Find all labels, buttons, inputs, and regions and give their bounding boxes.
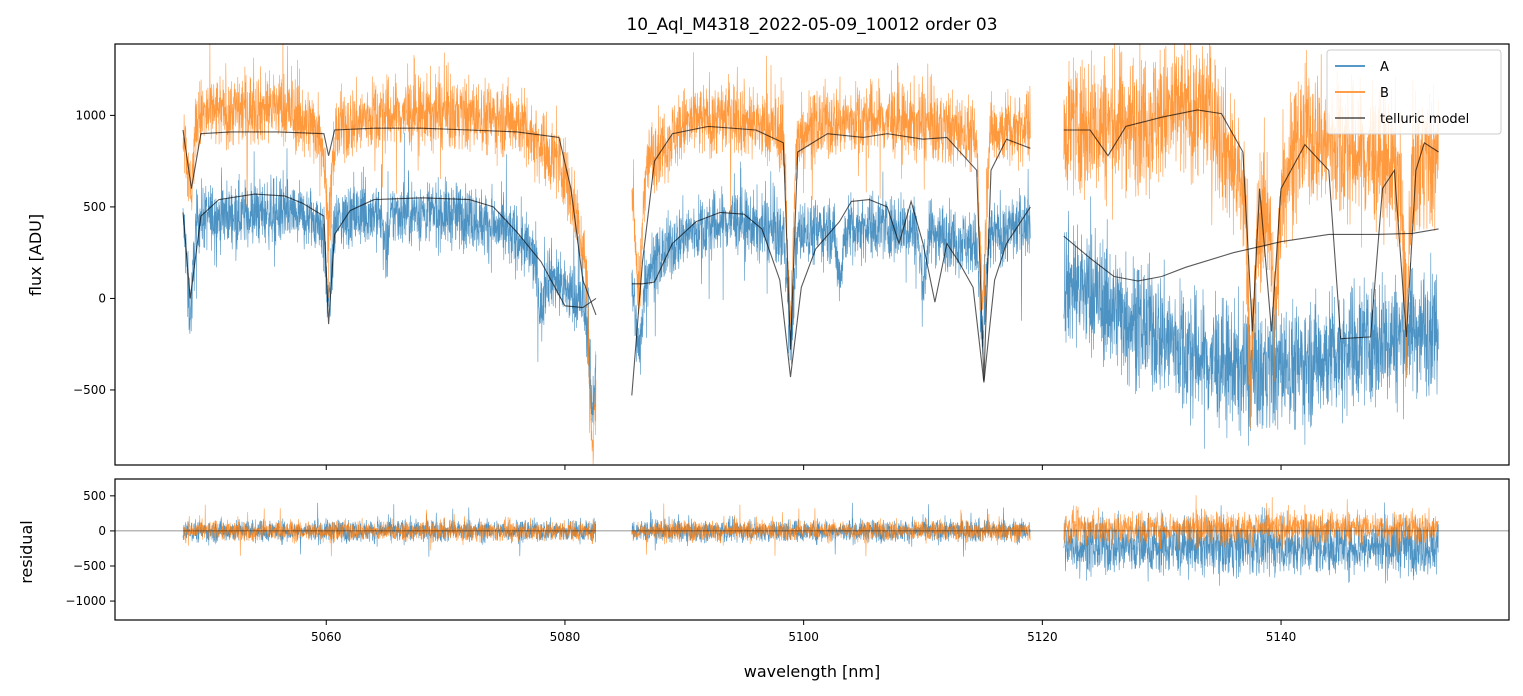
x-axis-label: wavelength [nm] bbox=[744, 662, 881, 681]
residual-y-tick-label: −1000 bbox=[65, 594, 106, 608]
legend-box bbox=[1326, 49, 1502, 135]
residual-y-axis: −1000 −500 0 500 bbox=[65, 489, 115, 608]
x-tick-label: 5140 bbox=[1266, 630, 1297, 644]
main-plot-area bbox=[182, 44, 1439, 465]
telluric-model-line bbox=[1063, 228, 1439, 282]
x-axis: 5060 5080 5100 5120 5140 bbox=[311, 465, 1296, 644]
main-y-axis-label: flux [ADU] bbox=[26, 214, 45, 296]
legend-label-telluric: telluric model bbox=[1380, 112, 1469, 127]
series-a-line bbox=[182, 132, 597, 425]
series-b-line bbox=[1063, 44, 1439, 430]
main-y-tick-label: 1000 bbox=[75, 108, 106, 122]
telluric-model-line bbox=[182, 127, 597, 316]
residual-y-tick-label: −500 bbox=[73, 559, 106, 573]
residual-y-tick-label: 0 bbox=[98, 524, 106, 538]
main-y-tick-label: 500 bbox=[83, 200, 106, 214]
residual-axes-frame bbox=[114, 478, 1510, 621]
main-y-tick-label: −500 bbox=[73, 383, 106, 397]
chart-title: 10_Aql_M4318_2022-05-09_10012 order 03 bbox=[626, 15, 997, 35]
telluric-model-line bbox=[182, 193, 597, 325]
series-b-line bbox=[182, 44, 597, 465]
residual-y-axis-label: residual bbox=[17, 520, 36, 583]
residual-b-line bbox=[1063, 495, 1439, 561]
series-a-line bbox=[1063, 196, 1439, 449]
legend-label-b: B bbox=[1380, 86, 1389, 101]
main-y-tick-label: 0 bbox=[98, 291, 106, 305]
telluric-model-line bbox=[631, 199, 1031, 383]
x-tick-label: 5100 bbox=[788, 630, 819, 644]
main-y-axis: −500 0 500 1000 bbox=[73, 108, 115, 397]
series-b-line bbox=[631, 52, 1031, 333]
residual-y-tick-label: 500 bbox=[83, 489, 106, 503]
x-tick-label: 5080 bbox=[550, 630, 581, 644]
series-a-line bbox=[631, 161, 1031, 375]
x-tick-label: 5120 bbox=[1027, 630, 1058, 644]
residual-b-line bbox=[182, 504, 596, 557]
residual-plot-area bbox=[115, 495, 1509, 586]
telluric-model-line bbox=[1063, 109, 1439, 340]
legend-label-a: A bbox=[1380, 60, 1389, 75]
legend: A B telluric model bbox=[1326, 49, 1502, 135]
x-tick-label: 5060 bbox=[311, 630, 342, 644]
main-axes-frame bbox=[114, 43, 1510, 466]
